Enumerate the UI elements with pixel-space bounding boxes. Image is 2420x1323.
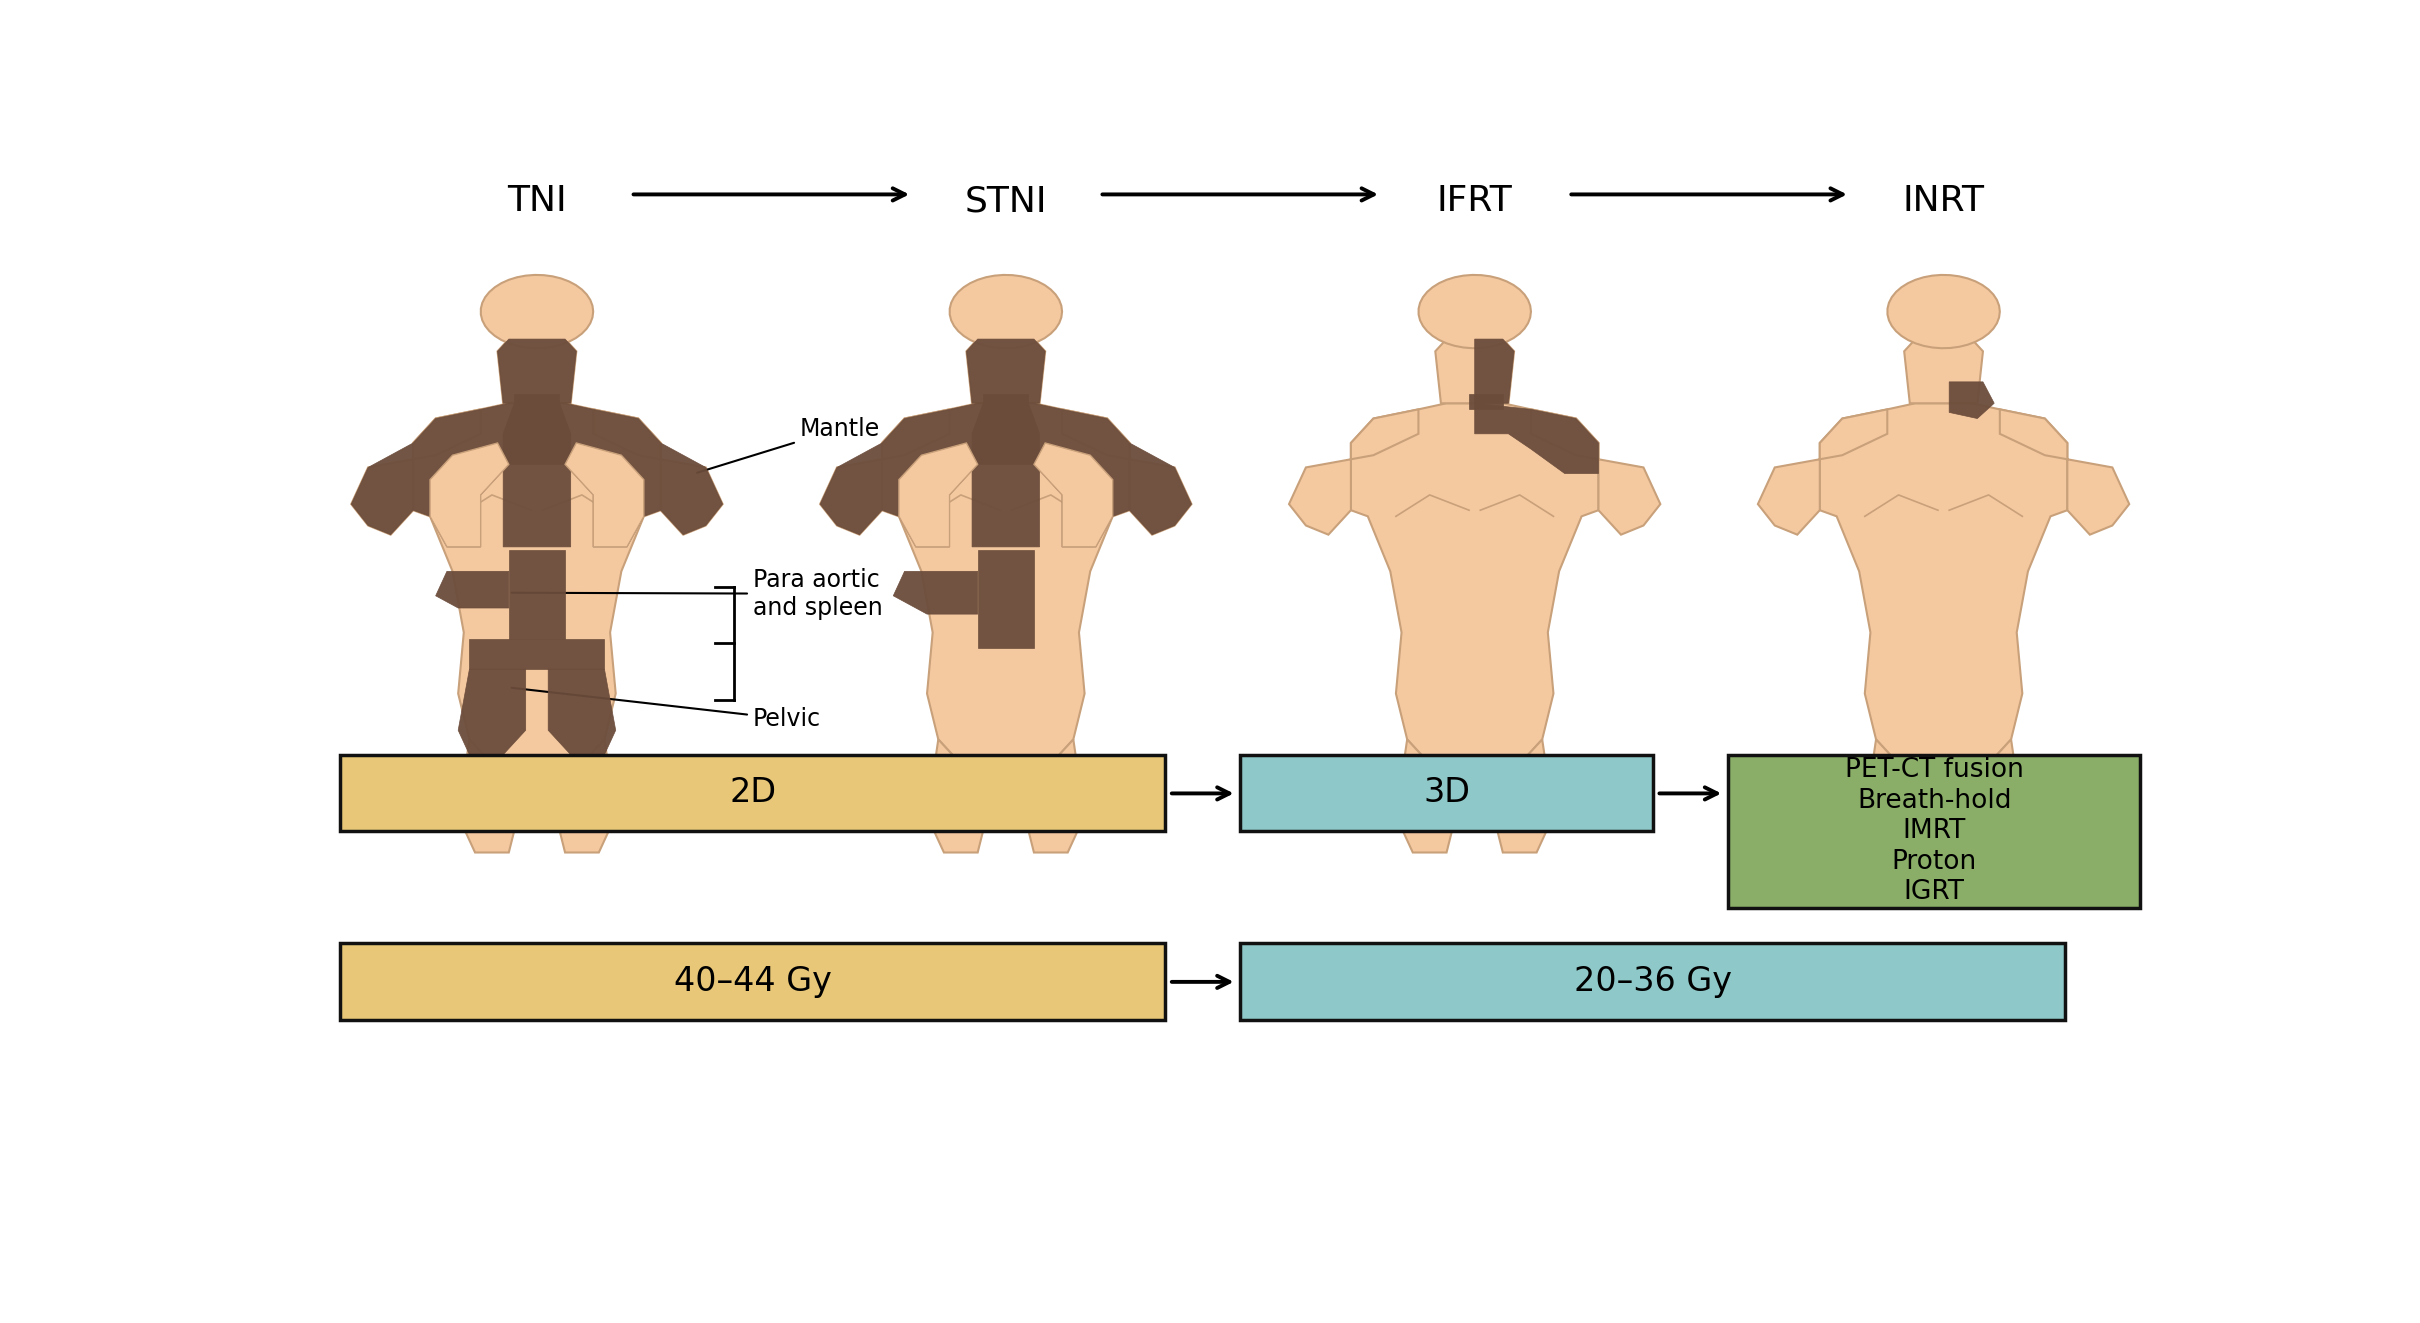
Polygon shape xyxy=(1757,409,1888,534)
Polygon shape xyxy=(351,404,724,546)
Polygon shape xyxy=(966,339,1045,404)
Polygon shape xyxy=(978,550,1033,648)
Polygon shape xyxy=(482,275,593,348)
Text: IGRT: IGRT xyxy=(1905,880,1965,905)
Text: IMRT: IMRT xyxy=(1902,818,1965,844)
Polygon shape xyxy=(893,572,978,614)
Polygon shape xyxy=(1396,740,1464,852)
Text: 2D: 2D xyxy=(728,777,777,810)
Polygon shape xyxy=(515,394,559,409)
Polygon shape xyxy=(983,394,1028,409)
Polygon shape xyxy=(1474,404,1600,474)
FancyBboxPatch shape xyxy=(1239,943,2064,1020)
Polygon shape xyxy=(966,339,1045,404)
Polygon shape xyxy=(949,275,1062,348)
Text: Pelvic: Pelvic xyxy=(511,688,820,732)
Polygon shape xyxy=(1435,339,1515,404)
Polygon shape xyxy=(566,443,644,546)
Polygon shape xyxy=(1350,404,1600,786)
Text: TNI: TNI xyxy=(508,184,566,218)
Polygon shape xyxy=(1820,404,2067,786)
Polygon shape xyxy=(881,404,1130,786)
Polygon shape xyxy=(508,550,566,639)
Polygon shape xyxy=(1469,394,1503,409)
Text: Mantle: Mantle xyxy=(697,417,881,472)
Polygon shape xyxy=(1866,740,1931,852)
Polygon shape xyxy=(1290,409,1418,534)
Text: 3D: 3D xyxy=(1423,777,1469,810)
Polygon shape xyxy=(1888,275,1999,348)
Polygon shape xyxy=(457,669,525,754)
Polygon shape xyxy=(549,740,615,852)
Text: INRT: INRT xyxy=(1902,184,1984,218)
Polygon shape xyxy=(499,339,576,404)
Text: 20–36 Gy: 20–36 Gy xyxy=(1573,964,1733,998)
Polygon shape xyxy=(1016,740,1084,852)
Text: STNI: STNI xyxy=(966,184,1048,218)
Polygon shape xyxy=(973,404,1041,546)
Polygon shape xyxy=(414,404,661,786)
Polygon shape xyxy=(1418,275,1532,348)
Polygon shape xyxy=(1033,443,1113,546)
Polygon shape xyxy=(457,740,525,852)
Polygon shape xyxy=(1062,409,1191,534)
Polygon shape xyxy=(1948,382,1994,418)
Text: 40–44 Gy: 40–44 Gy xyxy=(673,964,832,998)
Polygon shape xyxy=(593,409,724,534)
Polygon shape xyxy=(436,572,508,609)
Text: Para aortic
and spleen: Para aortic and spleen xyxy=(511,568,883,619)
Polygon shape xyxy=(927,740,995,852)
FancyBboxPatch shape xyxy=(1239,754,1653,831)
Polygon shape xyxy=(499,339,576,404)
Polygon shape xyxy=(503,404,571,546)
Polygon shape xyxy=(820,409,949,534)
Polygon shape xyxy=(351,409,482,534)
FancyBboxPatch shape xyxy=(1728,754,2139,908)
Polygon shape xyxy=(1999,409,2130,534)
Polygon shape xyxy=(549,669,615,754)
FancyBboxPatch shape xyxy=(339,943,1166,1020)
Polygon shape xyxy=(469,639,605,669)
Polygon shape xyxy=(1532,409,1660,534)
Text: Breath-hold: Breath-hold xyxy=(1856,787,2011,814)
Text: PET-CT fusion: PET-CT fusion xyxy=(1844,757,2023,783)
Polygon shape xyxy=(898,443,978,546)
Polygon shape xyxy=(431,443,508,546)
Text: Proton: Proton xyxy=(1892,848,1977,875)
Polygon shape xyxy=(1474,339,1515,404)
Text: IFRT: IFRT xyxy=(1437,184,1512,218)
FancyBboxPatch shape xyxy=(339,754,1166,831)
Polygon shape xyxy=(820,404,1191,546)
Polygon shape xyxy=(1955,740,2023,852)
Polygon shape xyxy=(1905,339,1982,404)
Polygon shape xyxy=(1486,740,1554,852)
